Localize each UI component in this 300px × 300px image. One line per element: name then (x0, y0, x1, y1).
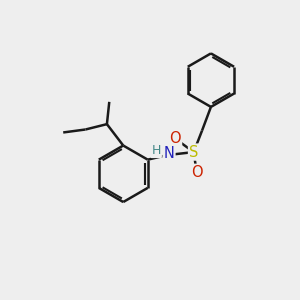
Text: O: O (191, 165, 203, 180)
Text: H: H (152, 144, 161, 157)
Text: N: N (164, 146, 175, 161)
Text: O: O (169, 131, 181, 146)
Text: S: S (189, 145, 198, 160)
